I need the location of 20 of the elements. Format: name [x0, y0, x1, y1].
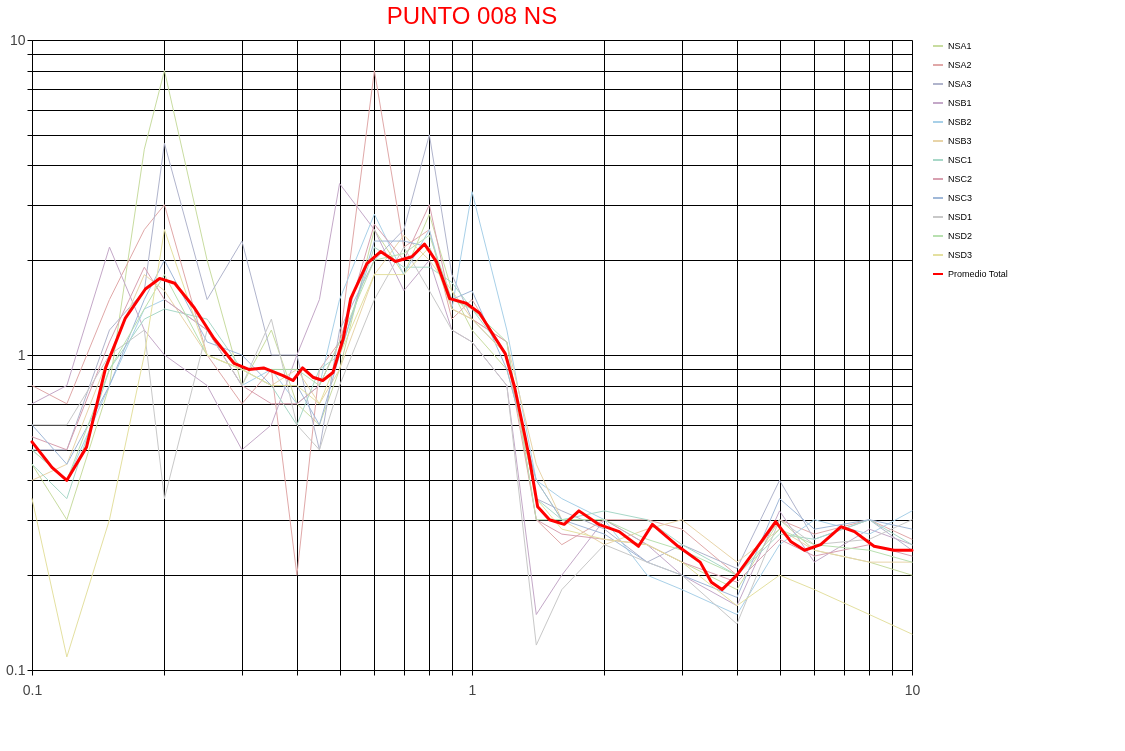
- x-tick-label: 10: [904, 681, 921, 698]
- x-tick-label: 0.1: [22, 681, 43, 698]
- legend-label: NSC3: [948, 193, 973, 203]
- y-tick-label: 0.1: [6, 661, 26, 678]
- legend-label: Promedio Total: [948, 269, 1008, 279]
- legend-label: NSA2: [948, 60, 972, 70]
- legend-label: NSA1: [948, 41, 972, 51]
- legend-label: NSC2: [948, 174, 973, 184]
- legend-label: NSA3: [948, 79, 972, 89]
- legend-label: NSB2: [948, 117, 972, 127]
- x-tick-label: 1: [468, 681, 477, 698]
- y-tick-label: 10: [9, 31, 26, 48]
- legend-label: NSC1: [948, 155, 973, 165]
- legend-label: NSD1: [948, 212, 973, 222]
- legend-label: NSD2: [948, 231, 973, 241]
- legend-label: NSB1: [948, 98, 972, 108]
- legend-label: NSB3: [948, 136, 972, 146]
- y-tick-label: 1: [17, 346, 26, 363]
- chart-title: PUNTO 008 NS: [386, 2, 558, 29]
- legend-label: NSD3: [948, 250, 973, 260]
